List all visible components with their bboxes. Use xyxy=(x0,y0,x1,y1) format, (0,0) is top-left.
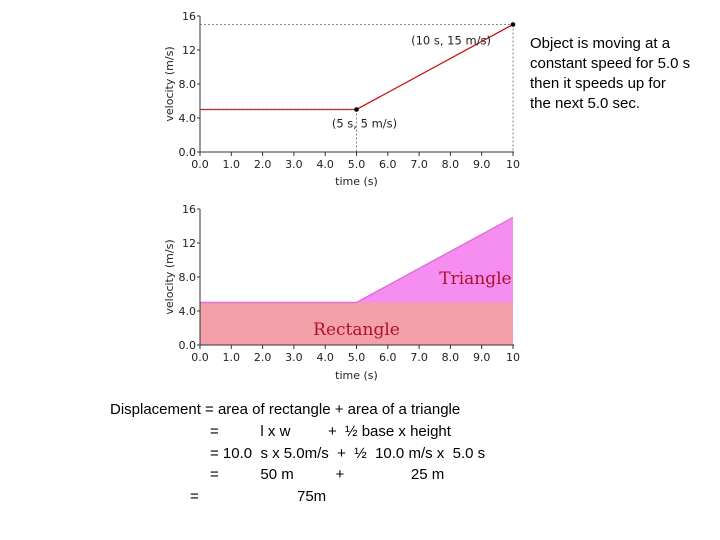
chart2-x-tick-label-10: 10 xyxy=(506,351,520,364)
note-line-1: Object is moving at a xyxy=(530,35,671,52)
chart1-y-tick-label-2: 8.0 xyxy=(179,78,197,91)
chart1-x-tick-label-10: 10 xyxy=(506,158,520,171)
chart1-x-axis-label: time (s) xyxy=(335,175,378,188)
chart1-x-tick-label-9: 9.0 xyxy=(473,158,491,171)
chart1-x-tick-label-0: 0.0 xyxy=(191,158,209,171)
chart1-point-label-1: (10 s, 15 m/s) xyxy=(411,34,491,48)
chart2-x-tick-label-6: 6.0 xyxy=(379,351,397,364)
calc-line-1: Displacement = area of rectangle + area … xyxy=(110,401,461,418)
chart2-label-triangle: Triangle xyxy=(439,269,511,289)
chart2-region-rectangle xyxy=(200,302,513,345)
chart2-x-axis-label: time (s) xyxy=(335,369,378,382)
chart1-x-tick-label-8: 8.0 xyxy=(442,158,460,171)
chart1-x-tick-label-5: 5.0 xyxy=(348,158,366,171)
chart1-x-tick-label-7: 7.0 xyxy=(410,158,428,171)
chart1-y-tick-label-0: 0.0 xyxy=(179,146,197,159)
calc-line-5-equals: = xyxy=(190,488,199,505)
explanation-note: Object is moving at a constant speed for… xyxy=(530,34,716,114)
chart2-x-tick-label-4: 4.0 xyxy=(316,351,334,364)
chart2-x-tick-label-3: 3.0 xyxy=(285,351,303,364)
chart1-x-tick-label-6: 6.0 xyxy=(379,158,397,171)
chart2-x-tick-label-2: 2.0 xyxy=(254,351,272,364)
note-line-2: constant speed for 5.0 s xyxy=(530,55,691,72)
chart1-x-tick-label-3: 3.0 xyxy=(285,158,303,171)
note-line-3: then it speeds up for xyxy=(530,75,666,92)
calc-line-2: = l x w + ½ base x height xyxy=(210,423,451,440)
chart1-point-0 xyxy=(354,107,359,112)
chart2-y-tick-label-4: 16 xyxy=(182,203,196,216)
calc-line-3: = 10.0 s x 5.0m/s + ½ 10.0 m/s x 5.0 s xyxy=(210,445,486,462)
chart2-y-tick-label-0: 0.0 xyxy=(179,339,197,352)
chart1-point-label-0: (5 s, 5 m/s) xyxy=(332,117,397,131)
chart2-x-tick-label-1: 1.0 xyxy=(223,351,241,364)
chart1-x-tick-label-4: 4.0 xyxy=(316,158,334,171)
chart2-x-tick-label-7: 7.0 xyxy=(410,351,428,364)
chart2-y-tick-label-2: 8.0 xyxy=(179,271,197,284)
chart2-y-axis-label: velocity (m/s) xyxy=(163,239,176,314)
chart2-y-tick-label-1: 4.0 xyxy=(179,305,197,318)
chart2-y-tick-label-3: 12 xyxy=(182,237,196,250)
calc-line-4: = 50 m + 25 m xyxy=(210,466,445,483)
chart1-y-axis-label: velocity (m/s) xyxy=(163,46,176,121)
chart1-y-tick-label-4: 16 xyxy=(182,10,196,23)
chart1-y-tick-label-1: 4.0 xyxy=(179,112,197,125)
calc-line-5-result: 75m xyxy=(297,488,327,505)
chart2-x-tick-label-8: 8.0 xyxy=(442,351,460,364)
chart2-x-tick-label-0: 0.0 xyxy=(191,351,209,364)
chart1-point-1 xyxy=(510,22,516,27)
note-line-4: the next 5.0 sec. xyxy=(530,95,641,112)
chart1-x-tick-label-2: 2.0 xyxy=(254,158,272,171)
chart2-x-tick-label-5: 5.0 xyxy=(348,351,366,364)
chart2-label-rectangle: Rectangle xyxy=(313,320,400,340)
chart1-x-tick-label-1: 1.0 xyxy=(223,158,241,171)
chart1-y-tick-label-3: 12 xyxy=(182,44,196,57)
chart2-x-tick-label-9: 9.0 xyxy=(473,351,491,364)
chart2-area-edge xyxy=(200,216,514,304)
